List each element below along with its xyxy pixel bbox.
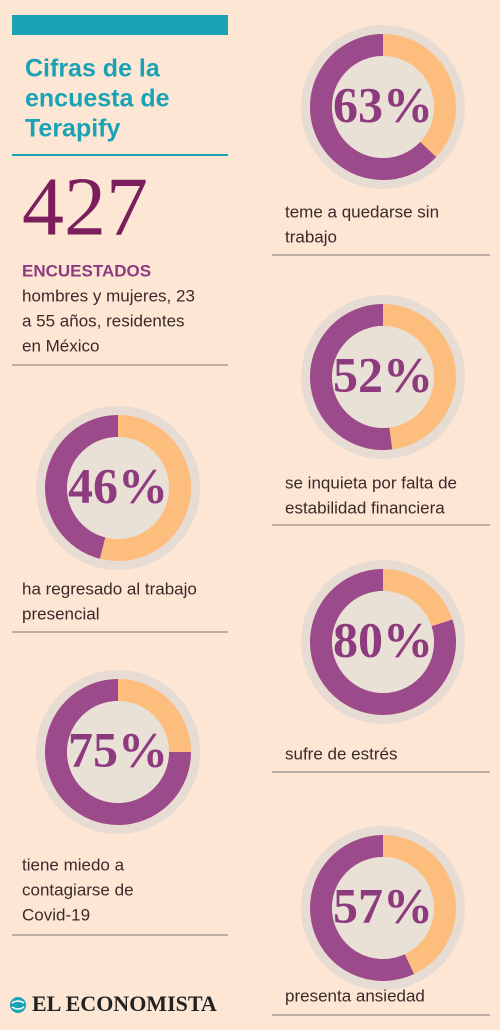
donut-caption: presencial [22, 604, 100, 623]
donut-arc [310, 835, 415, 981]
donut-value-label: 57% [333, 877, 433, 933]
title-line: Cifras de la [25, 55, 161, 83]
donut-arc [45, 679, 191, 825]
donut-caption: se inquieta por falta de [285, 473, 457, 492]
donut-value-label: 63% [333, 76, 433, 132]
footer-brand: EL ECONOMISTA [32, 991, 217, 1016]
donut-value-label: 80% [333, 611, 433, 667]
donut-arc [310, 34, 437, 180]
donut-caption: ha regresado al trabajo [22, 579, 197, 598]
donut-center [67, 701, 169, 803]
donut-value-label: 75% [68, 721, 168, 777]
title-line: encuesta de [25, 85, 170, 113]
donut-center [332, 857, 434, 959]
donut-center [332, 591, 434, 693]
donut-center [332, 56, 434, 158]
donut-arc [45, 415, 119, 559]
donut-caption: teme a quedarse sin [285, 202, 439, 221]
donut-arc [310, 569, 456, 715]
donut-center [67, 437, 169, 539]
donut-caption: trabajo [285, 227, 337, 246]
respondent-description: hombres y mujeres, 23 [22, 286, 195, 305]
donut-caption: contagiarse de [22, 880, 134, 899]
respondent-description: a 55 años, residentes [22, 311, 185, 330]
title-line: Terapify [25, 115, 120, 143]
donut-caption: Covid-19 [22, 905, 90, 924]
footer-logo [10, 997, 26, 1013]
donut-caption: sufre de estrés [285, 744, 397, 763]
donut-arc [310, 304, 393, 450]
respondent-count: 427 [22, 160, 148, 253]
donut-center [332, 326, 434, 428]
respondent-description: en México [22, 336, 99, 355]
donut-caption: presenta ansiedad [285, 986, 425, 1005]
donut-value-label: 52% [333, 346, 433, 402]
donut-value-label: 46% [68, 457, 168, 513]
respondent-label: ENCUESTADOS [22, 261, 151, 280]
donut-caption: estabilidad financiera [285, 498, 445, 517]
header-bar [12, 15, 228, 35]
donut-caption: tiene miedo a [22, 855, 125, 874]
